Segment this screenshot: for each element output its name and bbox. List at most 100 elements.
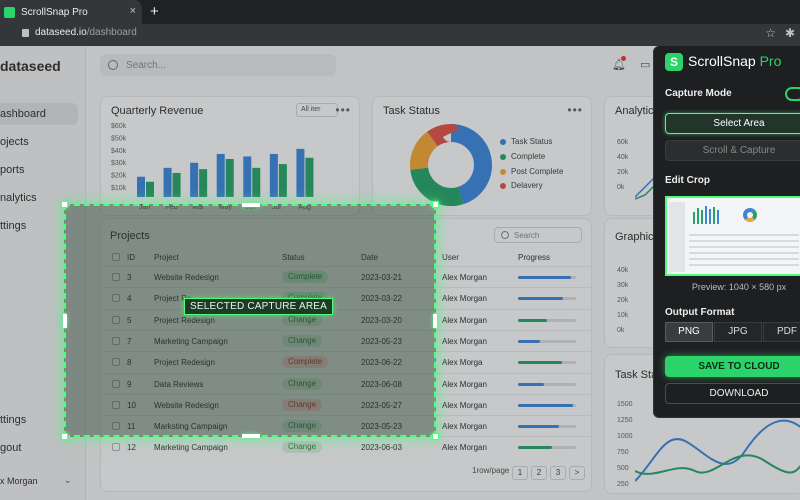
row-user: Alex Morgan	[442, 422, 487, 432]
sidebar-item-reports[interactable]: ports	[0, 164, 25, 176]
select-area-button[interactable]: Select Area	[665, 113, 800, 134]
row-date: 2023-05-27	[361, 400, 402, 410]
col-id[interactable]: ID	[127, 253, 135, 262]
user-name[interactable]: x Morgan	[0, 476, 38, 486]
revenue-bar	[216, 153, 225, 197]
col-progress[interactable]: Progress	[518, 253, 551, 262]
row-date: 2023-05-23	[361, 336, 402, 346]
projects-card	[100, 218, 592, 492]
browser-tab[interactable]: ScrollSnap Pro ×	[0, 0, 142, 24]
row-id: 8	[127, 358, 132, 368]
close-tab-icon[interactable]: ×	[129, 5, 136, 17]
capture-mode-toggle[interactable]	[785, 87, 800, 101]
sidebar-item-settings[interactable]: ttings	[0, 220, 27, 232]
table-row[interactable]: 10 Website Redesign Change 2023-05-27 Alex M…	[104, 393, 592, 415]
save-to-cloud-button[interactable]: SAVE TO CLOUD	[665, 356, 800, 377]
format-jpg-button[interactable]: JPG	[714, 322, 762, 342]
row-checkbox[interactable]	[112, 358, 120, 367]
sidebar-item-logout[interactable]: gout	[0, 442, 22, 454]
search-input[interactable]: Search...	[100, 54, 336, 76]
resize-handle-bottom[interactable]	[242, 434, 260, 438]
progress-fill	[518, 276, 572, 279]
message-icon[interactable]: ▭	[640, 59, 651, 71]
col-date[interactable]: Date	[361, 253, 378, 262]
revenue-bar	[296, 148, 305, 197]
sidebar-item-analytics[interactable]: nalytics	[0, 192, 37, 204]
chevron-down-icon[interactable]: ⌄	[64, 475, 72, 485]
projects-search-input[interactable]: Search	[494, 227, 582, 243]
revenue-filter[interactable]: All iter	[296, 103, 338, 117]
row-checkbox[interactable]	[112, 400, 120, 409]
resize-handle-tl[interactable]	[61, 201, 68, 208]
select-all-checkbox[interactable]	[112, 253, 120, 261]
resize-handle-br[interactable]	[432, 433, 439, 440]
row-checkbox[interactable]	[112, 443, 120, 452]
row-checkbox[interactable]	[112, 315, 120, 324]
extensions-icon[interactable]: ✱	[784, 26, 795, 40]
format-pdf-button[interactable]: PDF	[763, 322, 800, 342]
resize-handle-tr[interactable]	[432, 201, 439, 208]
table-row[interactable]: 3 Website Redesign Complete 2023-03-21 Alex …	[104, 266, 592, 287]
table-row[interactable]: 7 Marketing Campaign Change 2023-05-23 Alex …	[104, 329, 592, 351]
table-row[interactable]: 8 Project Redesign Complete 2023-06-22 Alex …	[104, 351, 592, 372]
capture-selection-area[interactable]	[61, 201, 439, 440]
row-id: 5	[127, 315, 132, 325]
row-checkbox[interactable]	[112, 379, 120, 388]
sidebar-item-projects[interactable]: ojects	[0, 136, 29, 148]
bell-icon[interactable]: 🔔︎	[612, 59, 626, 71]
status-badge: Change	[282, 420, 323, 433]
task-stats-title: Task Sta	[615, 369, 658, 381]
row-checkbox[interactable]	[112, 294, 120, 303]
revenue-bar	[243, 156, 252, 197]
revenue-bar	[278, 164, 287, 197]
page-3[interactable]: 3	[550, 466, 566, 480]
legend-post-complete: Post Complete	[500, 167, 563, 176]
y-tick-label: $40k	[111, 148, 127, 155]
row-user: Alex Morga	[442, 358, 483, 368]
new-tab-button[interactable]: +	[150, 3, 159, 20]
format-png-button[interactable]: PNG	[665, 322, 713, 342]
rows-per-page[interactable]: 1row/page	[472, 466, 510, 475]
bookmark-star-icon[interactable]: ☆	[765, 26, 776, 40]
status-badge: Change	[282, 441, 323, 454]
scroll-capture-button[interactable]: Scroll & Capture	[665, 140, 800, 161]
crop-preview-thumbnail[interactable]	[665, 196, 800, 276]
revenue-bar	[163, 167, 172, 197]
table-row[interactable]: 12 Marketing Campaign Change 2023-06-03 Alex…	[104, 436, 592, 457]
revenue-bar	[137, 176, 145, 197]
revenue-bar	[305, 157, 314, 197]
table-row[interactable]: 5 Project Redesign Change 2023-03-20 Alex Mo…	[104, 308, 592, 330]
progress-fill	[518, 339, 541, 343]
page-2[interactable]: 2	[531, 466, 547, 480]
page-1[interactable]: 1	[512, 466, 528, 480]
resize-handle-left[interactable]	[63, 314, 67, 328]
table-row[interactable]: 9 Data Reviews Change 2023-06-08 Alex Morgan	[104, 372, 592, 394]
scrollsnap-favicon-icon	[4, 6, 15, 18]
tab-title: ScrollSnap Pro	[21, 6, 88, 18]
resize-handle-right[interactable]	[433, 314, 437, 328]
resize-handle-bl[interactable]	[61, 433, 68, 440]
row-checkbox[interactable]	[112, 422, 120, 431]
row-checkbox[interactable]	[112, 336, 120, 345]
row-user: Alex Morgan	[442, 273, 487, 282]
resize-handle-top[interactable]	[242, 203, 260, 207]
row-checkbox[interactable]	[112, 273, 120, 281]
sidebar-item-dashboard[interactable]: ashboard	[0, 103, 78, 125]
progress-bar	[518, 382, 576, 386]
row-user: Alex Morgan	[442, 315, 487, 325]
col-user[interactable]: User	[442, 253, 459, 262]
col-project[interactable]: Project	[154, 253, 179, 262]
task-status-menu-icon[interactable]: •••	[567, 103, 583, 117]
task-stats-axis: 1500 1250 1000 750 500 250	[617, 401, 633, 488]
revenue-menu-icon[interactable]: •••	[335, 103, 351, 117]
address-bar[interactable]: ↻ dataseed.io/dashboard	[0, 24, 800, 63]
revenue-title: Quarterly Revenue	[111, 105, 204, 117]
table-row[interactable]: 11 Marksting Campaign Change 2023-05-23 Alex…	[104, 415, 592, 436]
col-status[interactable]: Status	[282, 253, 305, 262]
download-button[interactable]: DOWNLOAD	[665, 383, 800, 404]
task-status-card: Task Status ••• Task Status Complete Pos…	[372, 96, 592, 216]
page-next[interactable]: >	[569, 466, 585, 480]
progress-bar	[518, 403, 576, 407]
sidebar-item-settings-bottom[interactable]: ttings	[0, 414, 27, 426]
preview-dimensions: Preview: 1040 × 580 px	[691, 282, 787, 292]
